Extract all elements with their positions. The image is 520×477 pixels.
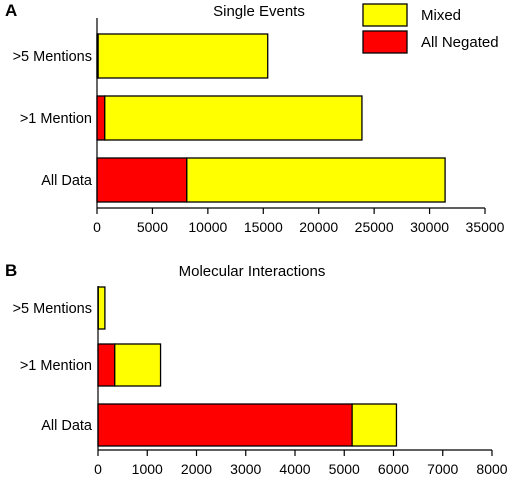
bar-gt1-mention-all-negated	[96, 95, 106, 141]
x-tick-label: 10000	[188, 219, 227, 235]
bar-all-data-all-negated	[97, 403, 353, 447]
panel-letter: A	[5, 1, 17, 20]
x-tick-label: 0	[93, 219, 101, 235]
category-label: >5 Mentions	[13, 49, 92, 65]
category-label: >5 Mentions	[13, 301, 92, 317]
panel-a: A Single Events >5 Mentions >1 Mention All D…	[5, 1, 505, 235]
legend-swatch-all-negated	[362, 30, 408, 54]
x-tick-label: 25000	[355, 219, 394, 235]
x-tick-label: 3000	[230, 461, 261, 477]
bar-all-data-mixed	[186, 157, 446, 203]
x-tick-label: 15000	[244, 219, 283, 235]
bar-gt1-mention-all-negated	[97, 343, 116, 387]
x-tick-label: 2000	[181, 461, 212, 477]
bar-all-data-mixed	[351, 403, 398, 447]
category-label: >1 Mention	[20, 111, 92, 127]
legend: Mixed All Negated	[362, 3, 499, 54]
panel-letter: B	[5, 261, 17, 280]
bar-gt1-mention-mixed	[104, 95, 363, 141]
chart-title: Molecular Interactions	[179, 263, 326, 280]
panel-b: B Molecular Interactions >5 Mentions >1 Men…	[5, 261, 508, 477]
x-tick-label: 5000	[329, 461, 360, 477]
x-tick-label: 5000	[137, 219, 168, 235]
bar-gt5-mentions-mixed	[97, 286, 106, 330]
x-tick-label: 20000	[299, 219, 338, 235]
bar-all-data-all-negated	[96, 157, 188, 203]
chart-title: Single Events	[213, 3, 305, 20]
bar-gt1-mention-mixed	[114, 343, 162, 387]
x-tick-label: 7000	[427, 461, 458, 477]
x-tick-label: 35000	[466, 219, 505, 235]
x-tick-label: 1000	[132, 461, 163, 477]
bar-gt5-mentions-mixed	[97, 33, 269, 79]
category-label: All Data	[41, 418, 93, 434]
legend-label-all-negated: All Negated	[421, 34, 499, 51]
category-label: >1 Mention	[20, 358, 92, 374]
x-tick-label: 0	[94, 461, 102, 477]
x-tick-label: 30000	[410, 219, 449, 235]
x-tick-label: 6000	[378, 461, 409, 477]
legend-swatch-mixed	[362, 3, 408, 27]
x-tick-label: 8000	[476, 461, 507, 477]
legend-label-mixed: Mixed	[421, 7, 461, 24]
category-label: All Data	[41, 173, 93, 189]
x-tick-label: 4000	[279, 461, 310, 477]
